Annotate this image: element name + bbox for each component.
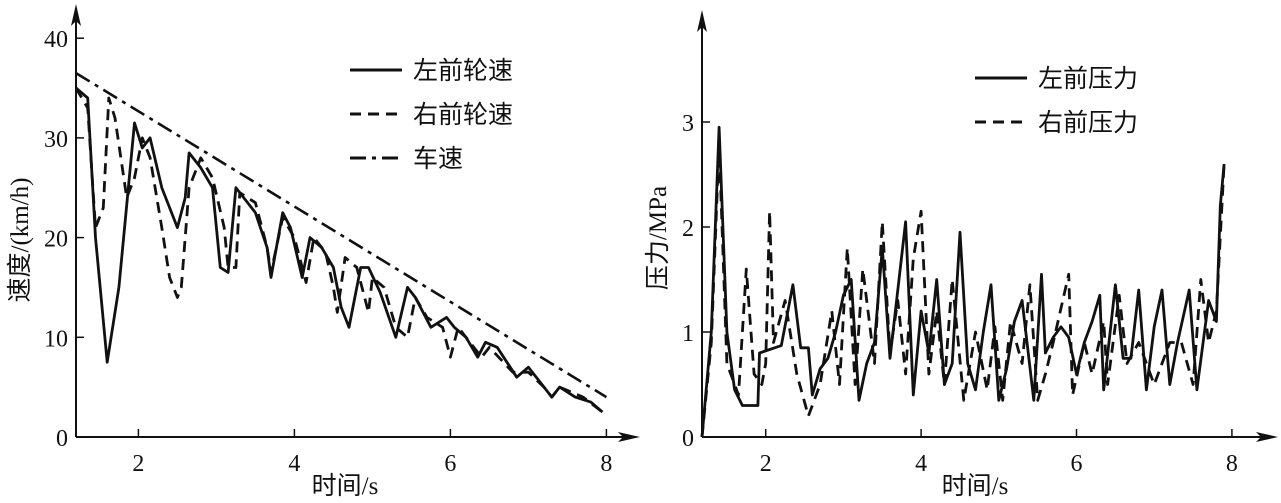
- series-line-0-0: [75, 86, 604, 414]
- series-line-0-1: [74, 87, 604, 414]
- x-axis-label: 时间/s: [942, 472, 1009, 500]
- x-tick-label: 2: [132, 451, 144, 477]
- series-line-1-1: [700, 141, 1226, 438]
- series-line-0-2: [75, 71, 608, 399]
- x-axis-arrow-icon: [618, 432, 640, 442]
- y-tick-label: 2: [682, 216, 694, 242]
- y-axis-label: 压力/MPa: [644, 186, 672, 290]
- y-tick-label: 20: [44, 227, 68, 253]
- y-tick-label: 30: [44, 127, 68, 153]
- y-tick-label: 0: [682, 426, 694, 452]
- x-tick-label: 4: [915, 451, 927, 477]
- x-tick-label: 4: [288, 451, 300, 477]
- y-tick-label: 40: [44, 27, 68, 53]
- y-axis-label: 速度/(km/h): [6, 178, 34, 303]
- x-tick-label: 8: [600, 451, 612, 477]
- legend-label: 右前压力: [1038, 109, 1138, 137]
- y-tick-label: 1: [682, 321, 694, 347]
- x-axis-label: 时间/s: [312, 472, 379, 500]
- x-tick-label: 2: [760, 451, 772, 477]
- y-tick-label: 0: [56, 426, 68, 452]
- legend-label: 右前轮速: [413, 101, 513, 129]
- x-tick-label: 6: [1071, 451, 1083, 477]
- series-line-1-0: [700, 125, 1226, 438]
- y-axis-arrow-icon: [697, 10, 707, 32]
- legend-label: 左前压力: [1038, 65, 1138, 93]
- legend-label: 车速: [413, 145, 463, 173]
- x-axis-arrow-icon: [1256, 432, 1278, 442]
- y-tick-label: 10: [44, 326, 68, 352]
- x-tick-label: 6: [444, 451, 456, 477]
- legend-label: 左前轮速: [413, 57, 513, 85]
- y-tick-label: 3: [682, 111, 694, 137]
- x-tick-label: 8: [1226, 451, 1238, 477]
- y-axis-arrow-icon: [71, 4, 81, 26]
